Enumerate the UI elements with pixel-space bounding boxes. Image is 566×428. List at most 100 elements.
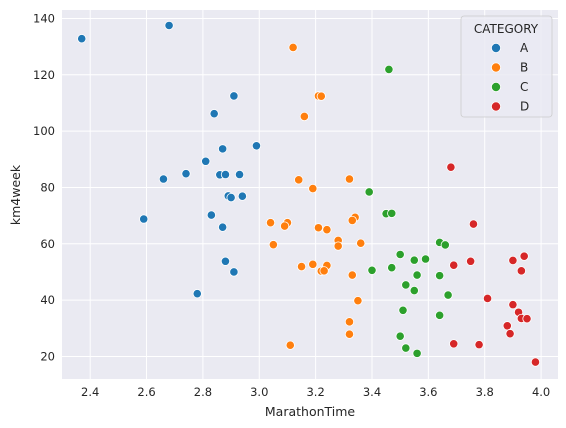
y-axis-label: km4week xyxy=(8,164,23,225)
x-tick-labels: 2.4 2.6 2.8 3.0 3.2 3.4 3.6 3.8 4.0 xyxy=(81,385,550,399)
point-a xyxy=(218,222,228,232)
x-tick-label: 3.4 xyxy=(363,385,381,399)
point-d xyxy=(516,266,526,276)
point-b xyxy=(347,215,357,226)
point-c xyxy=(443,290,453,300)
point-a xyxy=(226,192,236,203)
y-tick-label: 140 xyxy=(33,11,55,25)
legend-label-c: C xyxy=(520,80,528,94)
point-c xyxy=(387,263,397,273)
point-b xyxy=(347,270,357,280)
point-d xyxy=(449,339,459,349)
point-b xyxy=(319,266,329,276)
legend-marker-a xyxy=(490,43,501,54)
x-tick-label: 2.4 xyxy=(81,385,99,399)
y-tick-label: 20 xyxy=(40,349,55,363)
x-tick-label: 3.0 xyxy=(250,385,268,399)
x-tick-label: 2.6 xyxy=(137,385,155,399)
point-c xyxy=(364,187,374,197)
point-b xyxy=(313,223,324,233)
point-a xyxy=(209,109,219,119)
legend-label-d: D xyxy=(520,100,529,114)
point-a xyxy=(220,169,231,180)
y-tick-label: 80 xyxy=(40,180,55,194)
x-tick-label: 3.6 xyxy=(419,385,437,399)
point-a xyxy=(164,20,174,31)
point-a xyxy=(237,191,247,201)
point-c xyxy=(367,265,377,275)
point-a xyxy=(139,214,149,224)
x-tick-label: 3.2 xyxy=(306,385,324,399)
y-tick-label: 100 xyxy=(33,124,55,138)
point-c xyxy=(412,270,422,280)
point-b xyxy=(344,174,355,184)
point-c xyxy=(398,305,408,315)
x-axis-label: MarathonTime xyxy=(265,404,356,419)
point-a xyxy=(158,174,169,184)
point-a xyxy=(234,169,245,180)
point-d xyxy=(508,300,518,310)
point-a xyxy=(218,144,228,154)
point-d xyxy=(519,251,529,261)
point-b xyxy=(288,42,298,53)
point-c xyxy=(412,348,422,358)
point-a xyxy=(192,289,202,299)
point-a xyxy=(251,141,262,151)
point-d xyxy=(449,260,459,270)
legend-marker-d xyxy=(490,101,501,112)
point-c xyxy=(409,255,419,265)
point-b xyxy=(265,218,276,228)
y-tick-label: 120 xyxy=(33,68,55,82)
point-b xyxy=(308,183,318,194)
x-tick-label: 2.8 xyxy=(194,385,212,399)
legend-label-b: B xyxy=(520,61,528,75)
point-c xyxy=(409,285,419,296)
point-b xyxy=(322,225,332,235)
point-a xyxy=(77,34,87,44)
data-points xyxy=(77,20,541,367)
point-d xyxy=(468,219,479,229)
point-b xyxy=(356,238,366,248)
point-d xyxy=(446,162,456,172)
point-b xyxy=(308,259,318,269)
point-b xyxy=(294,175,304,185)
point-b xyxy=(333,241,343,251)
point-b xyxy=(344,317,355,327)
point-b xyxy=(285,340,295,350)
y-tick-label: 40 xyxy=(40,293,55,307)
point-c xyxy=(395,331,405,341)
point-d xyxy=(530,357,541,367)
legend-box xyxy=(460,15,553,118)
point-a xyxy=(229,267,239,277)
point-d xyxy=(474,340,484,350)
point-c xyxy=(420,254,431,264)
point-d xyxy=(482,293,493,304)
point-a xyxy=(220,256,231,266)
point-b xyxy=(296,262,307,272)
point-c xyxy=(387,208,397,218)
point-c xyxy=(435,310,445,320)
point-c xyxy=(435,271,445,281)
point-d xyxy=(522,314,532,324)
legend-label-a: A xyxy=(520,41,529,55)
point-b xyxy=(353,296,363,306)
legend-marker-c xyxy=(490,82,501,93)
point-c xyxy=(384,64,394,75)
point-b xyxy=(299,111,309,122)
point-d xyxy=(466,256,476,266)
point-a xyxy=(229,91,239,101)
point-b xyxy=(344,329,355,339)
legend-marker-b xyxy=(490,62,501,73)
point-c xyxy=(401,280,411,290)
legend-title: CATEGORY xyxy=(474,22,539,36)
x-tick-label: 3.8 xyxy=(476,385,494,399)
point-a xyxy=(206,210,216,220)
point-c xyxy=(401,343,411,353)
point-d xyxy=(505,329,515,339)
point-d xyxy=(502,321,512,331)
x-tick-label: 4.0 xyxy=(532,385,550,399)
point-c xyxy=(395,249,405,260)
